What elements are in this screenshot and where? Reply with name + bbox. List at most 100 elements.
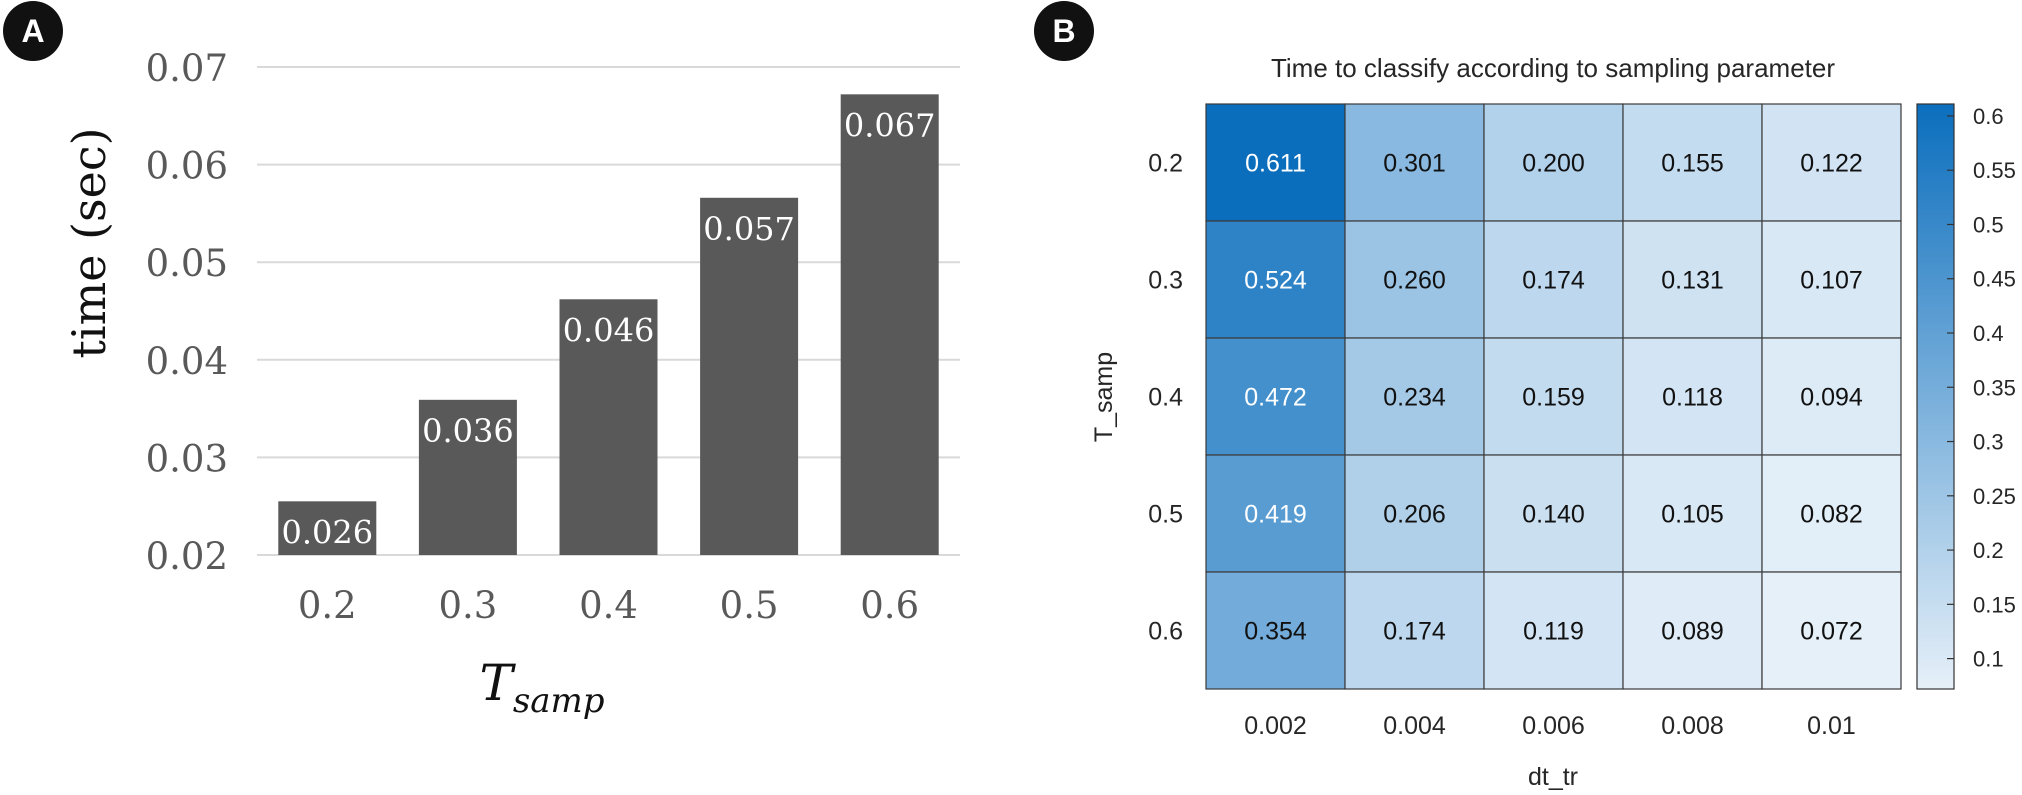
colorbar-tick-label: 0.5: [1973, 212, 2004, 237]
heatmap-cell-label: 0.089: [1661, 618, 1724, 646]
heatmap-cell-label: 0.094: [1800, 384, 1863, 412]
heatmap-cell-label: 0.206: [1383, 501, 1446, 529]
heatmap-cell-label: 0.419: [1244, 501, 1307, 529]
heatmap-cell: [1761, 337, 1902, 456]
bar-x-axis-label-main: T: [479, 654, 516, 712]
heatmap-y-tick-label: 0.2: [1148, 150, 1183, 178]
heatmap-cell-label: 0.174: [1383, 618, 1446, 646]
heatmap-cell-label: 0.155: [1661, 150, 1724, 178]
heatmap-y-axis-label: T_samp: [1090, 352, 1118, 442]
heatmap-cell: [1205, 220, 1346, 339]
heatmap-cell: [1344, 571, 1485, 690]
heatmap-x-tick-label: 0.004: [1383, 712, 1446, 740]
bar-data-label: 0.067: [844, 106, 936, 144]
bar-y-axis-label: time (sec): [62, 127, 116, 358]
heatmap-cell: [1205, 337, 1346, 456]
bar: [418, 399, 517, 555]
heatmap-x-tick-label: 0.002: [1244, 712, 1307, 740]
bar-x-tick-label: 0.5: [720, 584, 779, 627]
heatmap-cell-label: 0.119: [1523, 618, 1584, 646]
panel-b-badge-circle: [1034, 1, 1094, 61]
heatmap-x-tick-label: 0.006: [1522, 712, 1585, 740]
colorbar-tick-label: 0.3: [1973, 430, 2004, 455]
bar: [559, 299, 658, 555]
heatmap-y-tick-labels: 0.2 0.3 0.4 0.5 0.6: [1148, 150, 1183, 646]
heatmap-cell-label: 0.472: [1244, 384, 1307, 412]
heatmap-cell: [1344, 220, 1485, 339]
heatmap-x-tick-label: 0.008: [1661, 712, 1724, 740]
bar: [278, 501, 377, 555]
heatmap-cell: [1344, 103, 1485, 222]
bar-data-label: 0.046: [563, 311, 655, 349]
heatmap-y-tick-label: 0.5: [1148, 501, 1183, 529]
heatmap-cell-label: 0.118: [1662, 384, 1723, 412]
heatmap-cell-label: 0.131: [1661, 267, 1724, 295]
heatmap-cells: 0.611 0.301 0.200 0.155 0.122 0.524 0.260 0.174…: [1205, 103, 1902, 690]
bar-y-ticks: 0.02 0.03 0.04 0.05 0.06 0.07: [146, 47, 228, 578]
heatmap-cell: [1483, 220, 1624, 339]
bar-x-axis-label: Tsamp: [479, 654, 604, 721]
heatmap-x-tick-label: 0.01: [1807, 712, 1856, 740]
colorbar-tick-label: 0.4: [1973, 321, 2004, 346]
bar-y-tick-label: 0.07: [146, 47, 228, 90]
colorbar-tick-label: 0.1: [1973, 647, 2004, 672]
heatmap-cell-label: 0.105: [1661, 501, 1724, 529]
bar-y-tick-label: 0.03: [146, 437, 228, 480]
heatmap-cell-label: 0.301: [1383, 150, 1446, 178]
bar-x-tick-label: 0.2: [298, 584, 357, 627]
heatmap-cell-label: 0.234: [1383, 384, 1446, 412]
panel-a-badge-circle: [3, 1, 63, 61]
heatmap-cell: [1622, 454, 1763, 573]
heatmap-cell: [1483, 454, 1624, 573]
bar-y-tick-label: 0.05: [146, 242, 228, 285]
heatmap-cell: [1622, 571, 1763, 690]
bar-chart: 0.02 0.03 0.04 0.05 0.06 0.07 0.026 0.036 0.046…: [62, 47, 960, 721]
heatmap-cell-label: 0.122: [1800, 150, 1863, 178]
bar-x-tick-label: 0.3: [438, 584, 497, 627]
heatmap-cell: [1761, 103, 1902, 222]
heatmap-cell: [1761, 220, 1902, 339]
heatmap-cell: [1344, 454, 1485, 573]
bar-y-tick-label: 0.06: [146, 145, 228, 188]
heatmap-cell: [1483, 571, 1624, 690]
colorbar-tick-label: 0.55: [1973, 158, 2016, 183]
colorbar-tick-label: 0.2: [1973, 538, 2004, 563]
heatmap-cell-label: 0.072: [1800, 618, 1863, 646]
bar-data-label: 0.036: [422, 412, 514, 450]
heatmap-x-axis-label: dt_tr: [1528, 763, 1578, 791]
colorbar-ticks: 0.1 0.15 0.2 0.25 0.3 0.35 0.4 0.45 0.5 0.55 0.6: [1947, 104, 2016, 672]
heatmap-cell-label: 0.159: [1522, 384, 1585, 412]
heatmap-cell-label: 0.200: [1522, 150, 1585, 178]
heatmap-y-tick-label: 0.4: [1148, 384, 1183, 412]
bar-data-label: 0.026: [281, 513, 373, 551]
heatmap-cell: [1205, 571, 1346, 690]
heatmap-cell-label: 0.354: [1244, 618, 1307, 646]
heatmap-y-tick-label: 0.3: [1148, 267, 1183, 295]
bar-y-tick-label: 0.04: [146, 340, 228, 383]
bar: [700, 197, 799, 555]
heatmap-cell: [1622, 337, 1763, 456]
bar-x-tick-label: 0.4: [579, 584, 638, 627]
heatmap-title: Time to classify according to sampling p…: [1271, 53, 1835, 83]
heatmap-y-tick-label: 0.6: [1148, 618, 1183, 646]
bar: [840, 94, 939, 555]
colorbar-tick-label: 0.15: [1973, 592, 2016, 617]
panel-b-badge: B: [1034, 1, 1094, 61]
heatmap-cell-label: 0.140: [1522, 501, 1585, 529]
heatmap-cell-label: 0.524: [1244, 267, 1307, 295]
bar-x-ticks: 0.2 0.3 0.4 0.5 0.6: [298, 584, 919, 627]
heatmap-cell: [1622, 220, 1763, 339]
colorbar: [1916, 103, 1955, 690]
heatmap: Time to classify according to sampling p…: [1090, 53, 2016, 791]
colorbar-tick-label: 0.35: [1973, 375, 2016, 400]
colorbar-tick-label: 0.25: [1973, 484, 2016, 509]
heatmap-cell-label: 0.260: [1383, 267, 1446, 295]
heatmap-cell-label: 0.611: [1245, 150, 1306, 178]
heatmap-cell: [1761, 454, 1902, 573]
panel-a-badge-label: A: [21, 13, 44, 49]
heatmap-cell-label: 0.082: [1800, 501, 1863, 529]
bar-x-tick-label: 0.6: [860, 584, 919, 627]
panel-a-badge: A: [3, 1, 63, 61]
heatmap-cell-label: 0.107: [1800, 267, 1863, 295]
